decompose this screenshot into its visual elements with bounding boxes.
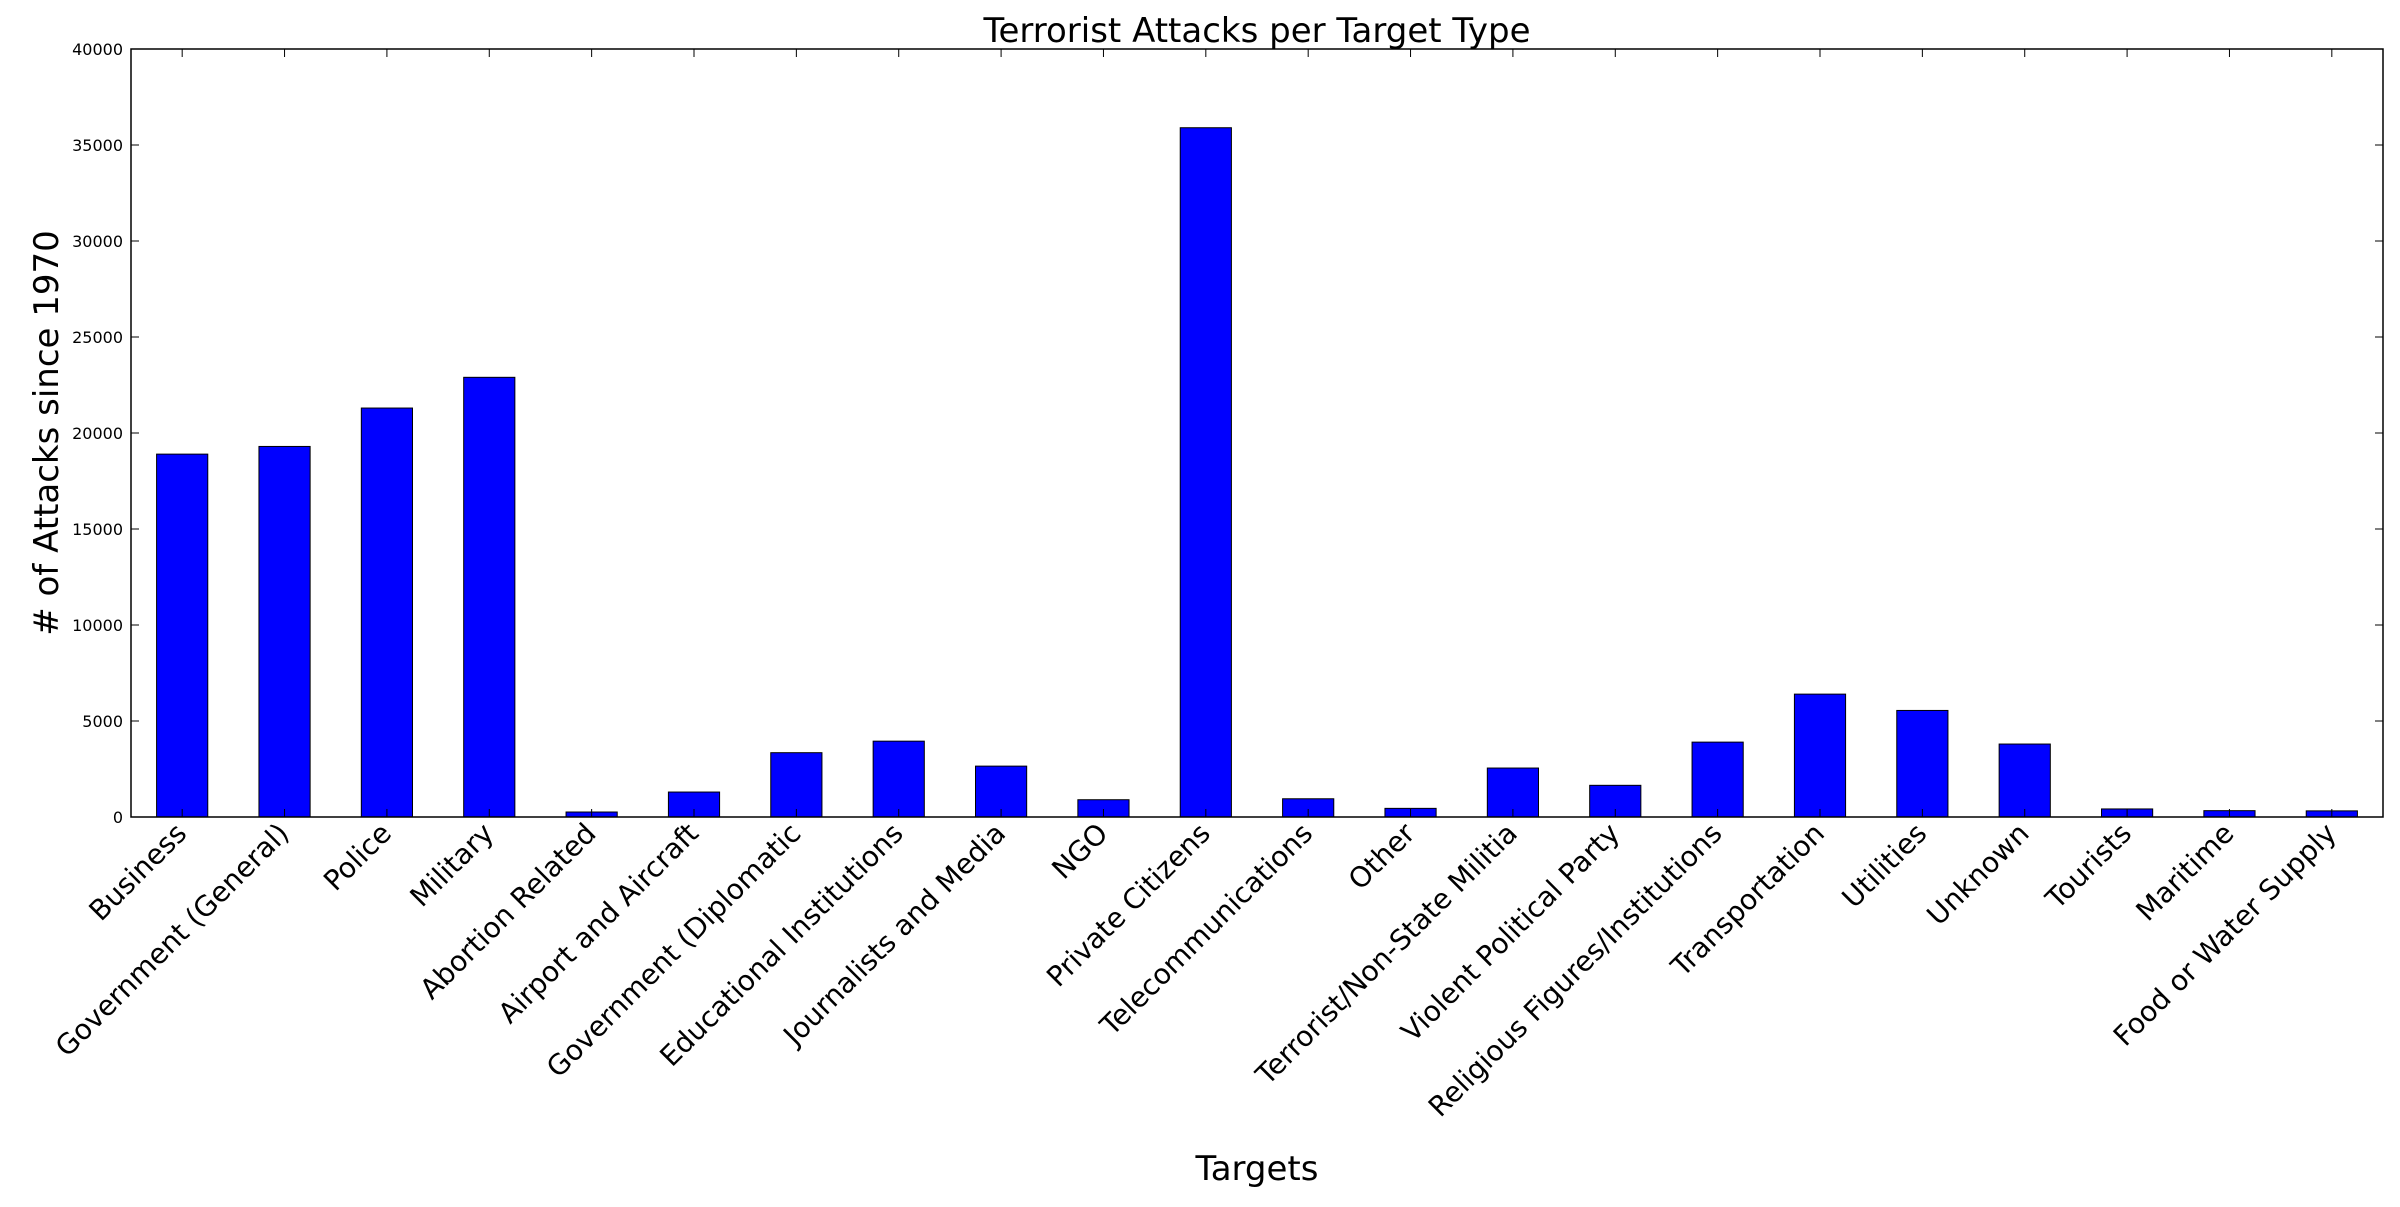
- y-tick-label: 5000: [82, 712, 123, 731]
- bar: [1998, 743, 2051, 818]
- bar: [360, 407, 414, 818]
- y-tick-label: 35000: [72, 136, 123, 155]
- y-tick-label: 40000: [72, 40, 123, 59]
- plot-area: [156, 127, 2358, 818]
- x-axis-label: Targets: [1195, 1149, 1319, 1189]
- bar: [1793, 693, 1847, 818]
- bar: [156, 453, 209, 818]
- bar: [770, 752, 823, 818]
- bar: [463, 376, 516, 818]
- bar: [1691, 741, 1744, 818]
- y-tick-label: 10000: [72, 616, 123, 635]
- y-axis-label: # of Attacks since 1970: [27, 230, 67, 636]
- y-tick-label: 25000: [72, 328, 123, 347]
- y-tick-label: 20000: [72, 424, 123, 443]
- bar: [872, 740, 925, 818]
- bar: [1896, 709, 1949, 818]
- chart-title: Terrorist Attacks per Target Type: [982, 11, 1530, 51]
- bar: [1179, 127, 1232, 818]
- bar: [975, 765, 1028, 818]
- y-tick-label: 30000: [72, 232, 123, 251]
- y-axis: 0 5000 10000 15000 20000 25000 30000 35000 40000: [72, 40, 2383, 827]
- y-tick-label: 0: [113, 808, 123, 827]
- bar: [258, 445, 311, 818]
- y-tick-label: 15000: [72, 520, 123, 539]
- bar: [1486, 767, 1539, 818]
